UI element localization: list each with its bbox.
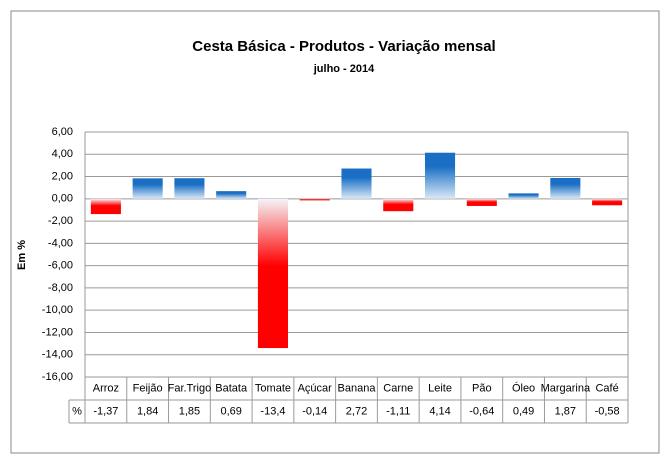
y-tick-label: -2,00 bbox=[48, 215, 73, 227]
table-value: -1,11 bbox=[386, 405, 410, 417]
bar bbox=[592, 198, 623, 206]
y-tick-label: -14,00 bbox=[42, 349, 73, 361]
table-value: 4,14 bbox=[429, 405, 450, 417]
bar bbox=[383, 198, 414, 212]
table-value: 2,72 bbox=[346, 405, 367, 417]
table-row-label: % bbox=[72, 405, 82, 417]
y-tick-label: 0,00 bbox=[52, 193, 73, 205]
y-tick-label: 6,00 bbox=[52, 126, 73, 138]
y-tick-label: -8,00 bbox=[48, 282, 73, 294]
bar bbox=[174, 178, 205, 199]
table-value: 1,85 bbox=[179, 405, 200, 417]
y-axis-label: Em % bbox=[16, 240, 28, 270]
x-tick-label: Margarina bbox=[541, 382, 591, 394]
x-tick-label: Banana bbox=[338, 382, 377, 394]
x-tick-label: Açúcar bbox=[298, 382, 333, 394]
bar bbox=[341, 168, 372, 199]
x-tick-label: Pão bbox=[472, 382, 492, 394]
chart-frame bbox=[10, 10, 660, 454]
x-tick-label: Feijão bbox=[133, 382, 163, 394]
y-tick-label: -4,00 bbox=[48, 237, 73, 249]
bar bbox=[132, 178, 163, 199]
table-value: -13,4 bbox=[260, 405, 285, 417]
x-tick-label: Far.Trigo bbox=[168, 382, 212, 394]
x-tick-label: Óleo bbox=[512, 381, 535, 394]
x-tick-label: Arroz bbox=[93, 382, 119, 394]
bar bbox=[425, 152, 456, 199]
bar bbox=[299, 198, 330, 201]
y-tick-label: 2,00 bbox=[52, 170, 73, 182]
bar bbox=[550, 177, 581, 199]
bar bbox=[90, 198, 121, 215]
x-tick-label: Carne bbox=[383, 382, 413, 394]
bar bbox=[257, 198, 288, 349]
chart-subtitle: julho - 2014 bbox=[313, 63, 375, 75]
table-value: -0,14 bbox=[302, 405, 327, 417]
table-value: -0,64 bbox=[469, 405, 494, 417]
table-value: 1,87 bbox=[555, 405, 576, 417]
y-tick-label: -6,00 bbox=[48, 260, 73, 272]
table-value: 0,49 bbox=[513, 405, 534, 417]
y-tick-label: 4,00 bbox=[52, 148, 73, 160]
y-tick-label: -10,00 bbox=[42, 304, 73, 316]
x-tick-label: Batata bbox=[215, 382, 248, 394]
x-tick-label: Leite bbox=[428, 382, 452, 394]
table-value: 0,69 bbox=[220, 405, 241, 417]
x-tick-label: Café bbox=[595, 382, 618, 394]
y-tick-label: -16,00 bbox=[42, 371, 73, 383]
bar bbox=[216, 191, 247, 199]
bar bbox=[508, 193, 539, 199]
chart-title: Cesta Básica - Produtos - Variação mensa… bbox=[192, 38, 495, 55]
table-value: -1,37 bbox=[93, 405, 118, 417]
bar bbox=[466, 198, 497, 206]
y-tick-label: -12,00 bbox=[42, 326, 73, 338]
table-value: 1,84 bbox=[137, 405, 158, 417]
x-tick-label: Tomate bbox=[255, 382, 291, 394]
table-value: -0,58 bbox=[595, 405, 620, 417]
